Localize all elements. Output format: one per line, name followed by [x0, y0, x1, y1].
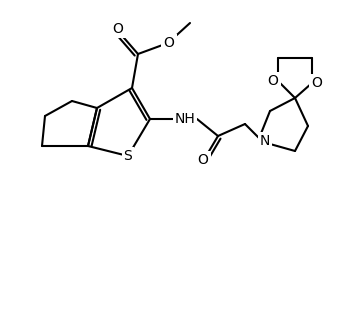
- Text: S: S: [124, 149, 132, 163]
- Text: O: O: [164, 36, 174, 50]
- Text: O: O: [268, 74, 278, 88]
- Text: N: N: [260, 134, 270, 148]
- Text: NH: NH: [175, 112, 195, 126]
- Text: O: O: [113, 22, 123, 36]
- Text: O: O: [198, 153, 208, 167]
- Text: O: O: [311, 76, 322, 90]
